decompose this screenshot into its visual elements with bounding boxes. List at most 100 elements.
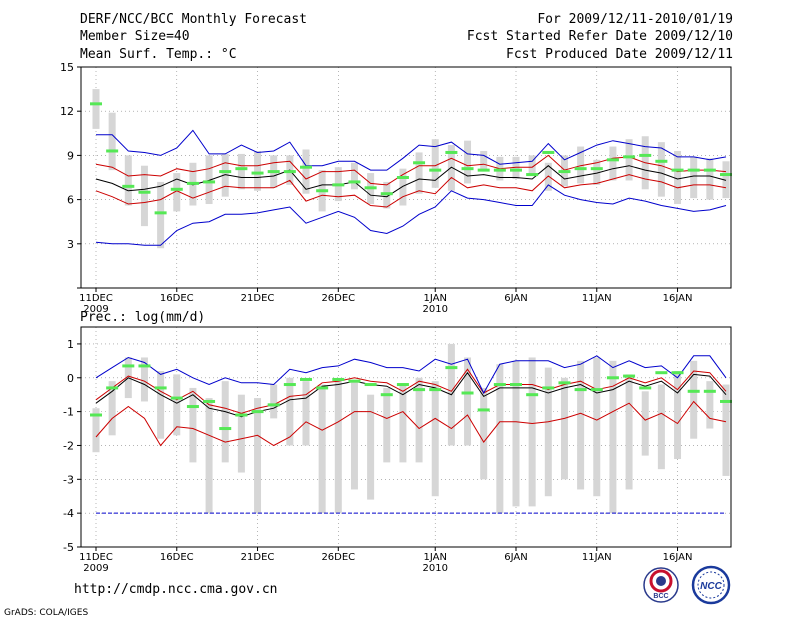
median-marker bbox=[251, 171, 264, 175]
median-marker bbox=[380, 192, 393, 196]
started-refer-date: Fcst Started Refer Date 2009/12/10 bbox=[466, 29, 733, 44]
median-marker bbox=[203, 399, 216, 403]
x-tick-label: 11DEC bbox=[79, 552, 113, 563]
median-marker bbox=[90, 102, 102, 106]
range-box bbox=[302, 381, 310, 446]
range-box bbox=[157, 181, 165, 249]
range-box bbox=[399, 168, 407, 206]
median-marker bbox=[606, 376, 619, 380]
range-box bbox=[528, 357, 536, 507]
plot-frame bbox=[80, 66, 732, 289]
x-tick-label: 16JAN bbox=[663, 293, 693, 304]
median-marker bbox=[170, 187, 183, 191]
member-size: Member Size=40 bbox=[80, 29, 190, 44]
grads-credit: GrADS: COLA/IGES bbox=[4, 608, 89, 618]
median-marker bbox=[574, 388, 587, 392]
source-url[interactable]: http://cmdp.ncc.cma.gov.cn bbox=[74, 582, 278, 597]
median-marker bbox=[267, 170, 280, 174]
range-box bbox=[221, 381, 229, 463]
range-box bbox=[609, 146, 617, 181]
x-tick-label: 21DEC bbox=[241, 552, 275, 563]
median-marker bbox=[267, 403, 280, 407]
x-tick-label: 11JAN bbox=[582, 552, 612, 563]
median-marker bbox=[122, 364, 135, 368]
x-tick-label: 16DEC bbox=[160, 552, 194, 563]
range-box bbox=[625, 139, 633, 181]
y-tick-label: -2 bbox=[63, 439, 74, 452]
bcc-logo-text: BCC bbox=[653, 593, 668, 600]
median-marker bbox=[348, 180, 361, 184]
range-box bbox=[415, 377, 423, 463]
median-marker bbox=[186, 181, 199, 185]
range-box bbox=[722, 161, 730, 199]
median-marker bbox=[639, 386, 652, 390]
median-marker bbox=[138, 364, 151, 368]
range-box bbox=[657, 142, 665, 197]
median-marker bbox=[477, 408, 490, 412]
range-box bbox=[641, 391, 649, 456]
x-tick-label: 11JAN bbox=[582, 293, 612, 304]
median-marker bbox=[106, 386, 119, 390]
x-tick-year-label: 2009 bbox=[83, 304, 108, 315]
range-box bbox=[706, 158, 714, 200]
median-marker bbox=[590, 167, 603, 171]
range-box bbox=[286, 377, 294, 446]
range-box bbox=[690, 360, 698, 439]
range-box bbox=[674, 371, 682, 459]
range-box bbox=[544, 162, 552, 191]
range-box bbox=[480, 150, 488, 171]
y-tick-label: 15 bbox=[60, 61, 74, 74]
series-maximum bbox=[95, 355, 727, 395]
y-tick-label: -5 bbox=[63, 541, 74, 554]
median-marker bbox=[445, 366, 458, 370]
range-box bbox=[157, 371, 165, 439]
range-box bbox=[399, 384, 407, 463]
precip-label: Prec.: log(mm/d) bbox=[80, 310, 206, 325]
x-tick-label: 26DEC bbox=[321, 552, 355, 563]
x-tick-label: 1JAN bbox=[423, 552, 446, 563]
y-tick-label: 6 bbox=[67, 194, 74, 207]
x-tick-label: 26DEC bbox=[321, 293, 355, 304]
y-tick-label: 9 bbox=[67, 149, 74, 162]
range-box bbox=[237, 394, 245, 473]
range-box bbox=[108, 381, 116, 436]
median-marker bbox=[332, 377, 345, 381]
series-ensemble-mean bbox=[95, 165, 727, 198]
median-marker bbox=[639, 153, 652, 157]
median-marker bbox=[235, 413, 248, 417]
median-marker bbox=[493, 168, 506, 172]
series-ensemble-mean bbox=[95, 371, 727, 418]
median-marker bbox=[687, 389, 700, 393]
x-tick-label: 1JAN bbox=[423, 293, 446, 304]
range-box bbox=[350, 162, 358, 190]
range-box bbox=[92, 89, 100, 129]
median-marker bbox=[138, 190, 151, 194]
x-tick-label: 21DEC bbox=[241, 293, 275, 304]
median-marker bbox=[687, 168, 700, 172]
range-box bbox=[254, 398, 262, 514]
median-marker bbox=[413, 388, 426, 392]
median-marker bbox=[332, 183, 345, 187]
range-box bbox=[674, 150, 682, 205]
median-marker bbox=[396, 383, 409, 387]
ncc-logo-text: NCC bbox=[700, 581, 722, 592]
median-marker bbox=[671, 371, 684, 375]
range-box bbox=[544, 367, 552, 497]
median-marker bbox=[493, 383, 506, 387]
range-box bbox=[480, 387, 488, 480]
median-marker bbox=[671, 168, 684, 172]
median-marker bbox=[90, 413, 102, 417]
median-marker bbox=[526, 393, 539, 397]
y-tick-label: 1 bbox=[67, 338, 74, 351]
range-box bbox=[383, 387, 391, 463]
range-box bbox=[625, 374, 633, 490]
median-marker bbox=[461, 167, 474, 171]
median-marker bbox=[251, 410, 264, 414]
range-box bbox=[350, 381, 358, 490]
range-box bbox=[302, 149, 310, 194]
median-marker bbox=[574, 167, 587, 171]
produced-date: Fcst Produced Date 2009/12/11 bbox=[506, 47, 733, 62]
median-marker bbox=[429, 388, 442, 392]
range-box bbox=[722, 384, 730, 476]
